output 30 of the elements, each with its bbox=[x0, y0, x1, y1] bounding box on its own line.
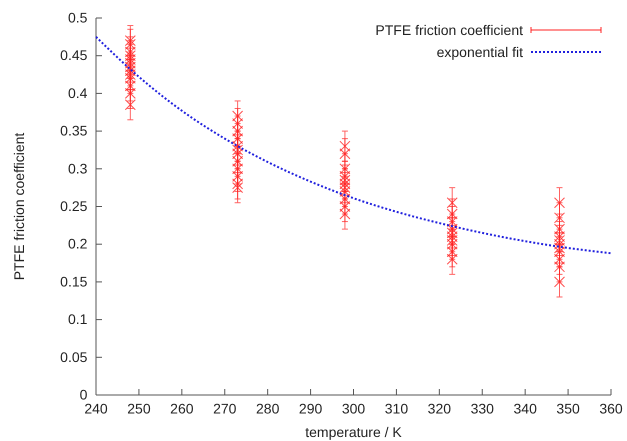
y-tick-label: 0.15 bbox=[60, 273, 88, 290]
y-tick-label: 0.2 bbox=[68, 236, 88, 252]
line-series bbox=[95, 36, 612, 254]
x-tick-label: 330 bbox=[470, 400, 494, 416]
y-tick-label: 0 bbox=[80, 386, 88, 402]
x-tick-label: 240 bbox=[84, 400, 108, 416]
x-tick-label: 300 bbox=[342, 400, 366, 416]
x-tick-label: 250 bbox=[127, 400, 151, 416]
x-tick-label: 280 bbox=[256, 400, 280, 416]
x-tick-label: 310 bbox=[384, 400, 408, 416]
x-tick-label: 350 bbox=[556, 400, 580, 416]
y-axis-title: PTFE friction coefficient bbox=[11, 132, 27, 280]
x-tick-label: 360 bbox=[599, 400, 623, 416]
x-tick-label: 340 bbox=[513, 400, 538, 416]
x-tick-label: 320 bbox=[428, 400, 452, 416]
y-tick-label: 0.4 bbox=[68, 84, 88, 101]
x-axis-title: temperature / K bbox=[305, 424, 402, 440]
legend-label: PTFE friction coefficient bbox=[375, 22, 524, 38]
y-tick-label: 0.25 bbox=[60, 198, 88, 214]
y-tick-label: 0.35 bbox=[60, 122, 88, 139]
x-tick-label: 260 bbox=[170, 400, 194, 416]
y-tick-label: 0.3 bbox=[68, 160, 88, 176]
x-tick-label: 290 bbox=[298, 400, 322, 416]
y-tick-label: 0.45 bbox=[60, 47, 88, 64]
point bbox=[339, 140, 350, 152]
y-tick-label: 0.1 bbox=[68, 311, 88, 328]
y-tick-label: 0.05 bbox=[60, 348, 88, 365]
legend-label: exponential fit bbox=[436, 44, 524, 60]
y-tick-label: 0.5 bbox=[68, 9, 88, 26]
x-tick-label: 270 bbox=[213, 400, 237, 416]
